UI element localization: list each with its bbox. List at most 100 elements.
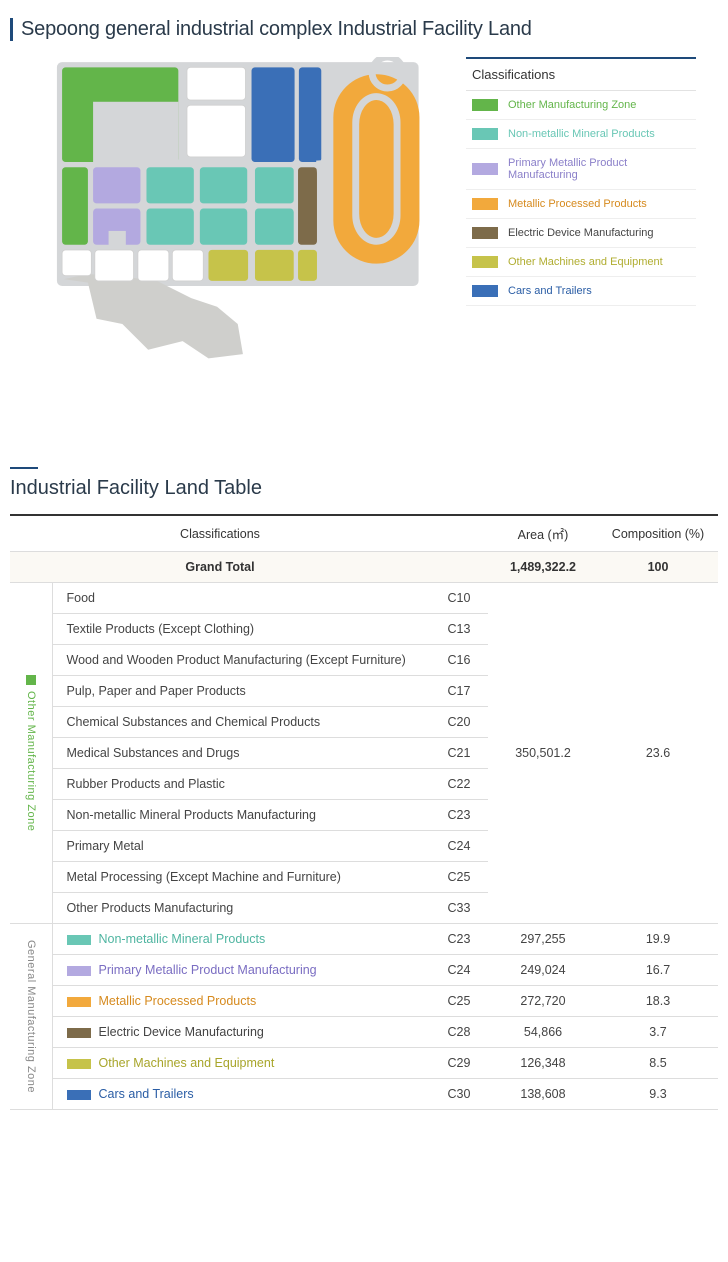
legend-item: Metallic Processed Products <box>466 190 696 219</box>
map-and-legend: Classifications Other Manufacturing Zone… <box>10 57 718 367</box>
row-name: Non-metallic Mineral Products <box>52 924 430 955</box>
row-name: Textile Products (Except Clothing) <box>52 614 430 645</box>
legend-swatch <box>472 198 498 210</box>
legend-item: Non-metallic Mineral Products <box>466 120 696 149</box>
table-row: Primary Metallic Product ManufacturingC2… <box>10 955 718 986</box>
page-title: Sepoong general industrial complex Indus… <box>10 18 718 41</box>
color-swatch <box>67 1059 91 1069</box>
row-code: C17 <box>430 676 488 707</box>
row-code: C28 <box>430 1017 488 1048</box>
row-name: Non-metallic Mineral Products Manufactur… <box>52 800 430 831</box>
legend: Classifications Other Manufacturing Zone… <box>466 57 696 306</box>
grand-label: Grand Total <box>10 552 430 583</box>
row-name: Metal Processing (Except Machine and Fur… <box>52 862 430 893</box>
row-name: Food <box>52 583 430 614</box>
square-icon <box>26 675 36 685</box>
row-name: Rubber Products and Plastic <box>52 769 430 800</box>
row-comp: 16.7 <box>598 955 718 986</box>
table-row: General Manufacturing ZoneNon-metallic M… <box>10 924 718 955</box>
row-name: Pulp, Paper and Paper Products <box>52 676 430 707</box>
grand-area: 1,489,322.2 <box>488 552 598 583</box>
legend-label: Non-metallic Mineral Products <box>508 128 655 140</box>
row-code: C29 <box>430 1048 488 1079</box>
row-name: Primary Metal <box>52 831 430 862</box>
color-swatch <box>67 935 91 945</box>
row-comp: 8.5 <box>598 1048 718 1079</box>
row-name: Medical Substances and Drugs <box>52 738 430 769</box>
legend-item: Other Machines and Equipment <box>466 248 696 277</box>
row-code: C25 <box>430 986 488 1017</box>
legend-label: Cars and Trailers <box>508 285 592 297</box>
row-code: C10 <box>430 583 488 614</box>
vcat-label: Other Manufacturing Zone <box>25 691 37 831</box>
row-code: C24 <box>430 831 488 862</box>
vcat-other-mfg: Other Manufacturing Zone <box>10 583 52 924</box>
row-comp: 18.3 <box>598 986 718 1017</box>
table-row: Other Machines and EquipmentC29126,3488.… <box>10 1048 718 1079</box>
row-name: Wood and Wooden Product Manufacturing (E… <box>52 645 430 676</box>
divider <box>10 467 38 469</box>
table-row: Metallic Processed ProductsC25272,72018.… <box>10 986 718 1017</box>
row-name: Cars and Trailers <box>52 1079 430 1110</box>
row-area: 138,608 <box>488 1079 598 1110</box>
row-comp: 3.7 <box>598 1017 718 1048</box>
row-code: C30 <box>430 1079 488 1110</box>
legend-label: Primary Metallic Product Manufacturing <box>508 157 690 181</box>
row-area: 249,024 <box>488 955 598 986</box>
grand-code <box>430 552 488 583</box>
legend-swatch <box>472 285 498 297</box>
table-row: Cars and TrailersC30138,6089.3 <box>10 1079 718 1110</box>
row-comp: 9.3 <box>598 1079 718 1110</box>
legend-label: Other Manufacturing Zone <box>508 99 636 111</box>
legend-item: Cars and Trailers <box>466 277 696 306</box>
row-name: Metallic Processed Products <box>52 986 430 1017</box>
legend-label: Electric Device Manufacturing <box>508 227 654 239</box>
table-row: Electric Device ManufacturingC2854,8663.… <box>10 1017 718 1048</box>
row-code: C21 <box>430 738 488 769</box>
color-swatch <box>67 1028 91 1038</box>
table-row: Other Manufacturing ZoneFoodC10350,501.2… <box>10 583 718 614</box>
legend-swatch <box>472 227 498 239</box>
color-swatch <box>67 1090 91 1100</box>
legend-swatch <box>472 256 498 268</box>
legend-item: Other Manufacturing Zone <box>466 91 696 120</box>
col-classifications: Classifications <box>10 515 430 552</box>
land-map <box>10 57 450 367</box>
legend-label: Other Machines and Equipment <box>508 256 663 268</box>
row-code: C22 <box>430 769 488 800</box>
grand-comp: 100 <box>598 552 718 583</box>
row-name: Primary Metallic Product Manufacturing <box>52 955 430 986</box>
legend-header: Classifications <box>466 59 696 91</box>
group-comp: 23.6 <box>598 583 718 924</box>
row-code: C25 <box>430 862 488 893</box>
table-title: Industrial Facility Land Table <box>10 477 718 500</box>
legend-swatch <box>472 163 498 175</box>
row-name: Chemical Substances and Chemical Product… <box>52 707 430 738</box>
group-area: 350,501.2 <box>488 583 598 924</box>
row-name: Other Products Manufacturing <box>52 893 430 924</box>
legend-item: Primary Metallic Product Manufacturing <box>466 149 696 190</box>
legend-swatch <box>472 99 498 111</box>
row-area: 272,720 <box>488 986 598 1017</box>
col-code <box>430 515 488 552</box>
row-code: C23 <box>430 924 488 955</box>
row-name: Electric Device Manufacturing <box>52 1017 430 1048</box>
row-comp: 19.9 <box>598 924 718 955</box>
row-code: C20 <box>430 707 488 738</box>
row-code: C23 <box>430 800 488 831</box>
row-code: C24 <box>430 955 488 986</box>
row-code: C33 <box>430 893 488 924</box>
row-code: C13 <box>430 614 488 645</box>
legend-item: Electric Device Manufacturing <box>466 219 696 248</box>
vcat-general-mfg: General Manufacturing Zone <box>10 924 52 1110</box>
row-area: 54,866 <box>488 1017 598 1048</box>
legend-label: Metallic Processed Products <box>508 198 647 210</box>
color-swatch <box>67 966 91 976</box>
row-area: 126,348 <box>488 1048 598 1079</box>
row-code: C16 <box>430 645 488 676</box>
facility-table: Classifications Area (㎡) Composition (%)… <box>10 514 718 1110</box>
col-area: Area (㎡) <box>488 515 598 552</box>
col-comp: Composition (%) <box>598 515 718 552</box>
grand-total-row: Grand Total 1,489,322.2100 <box>10 552 718 583</box>
legend-swatch <box>472 128 498 140</box>
